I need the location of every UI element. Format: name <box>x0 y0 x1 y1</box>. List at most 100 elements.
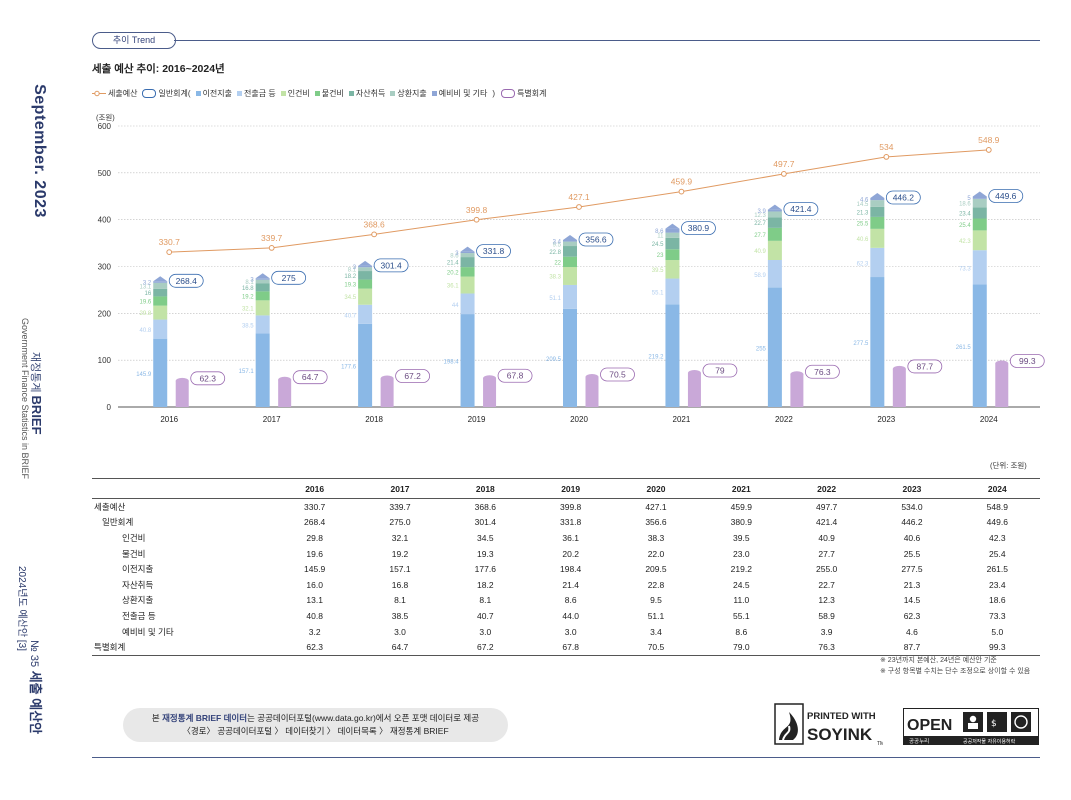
table-row: 세출예산 330.7 339.7 368.6 399.8 427.1 459.9 497.7 5… <box>92 499 1040 515</box>
segment-value-label: 3 <box>250 278 254 284</box>
segment-value-label: 3 <box>455 251 459 257</box>
table-cell: 58.9 <box>818 610 835 621</box>
legend-label-line: 세출예산 <box>108 89 138 98</box>
table-cell: 36.1 <box>562 532 579 543</box>
segment-value-label: 25.5 <box>857 221 869 227</box>
special-bar <box>175 380 189 407</box>
table-cell: 18.2 <box>477 579 494 590</box>
table-cell: 13.1 <box>306 595 323 606</box>
bar-segment <box>767 217 782 228</box>
table-cell: 177.6 <box>474 564 496 575</box>
segment-value-label: 22.7 <box>754 221 766 227</box>
table-cell: 99.3 <box>954 639 1040 656</box>
line-value-label: 339.7 <box>261 233 283 243</box>
bar-segment <box>767 287 782 407</box>
legend-swatch-icon <box>314 91 320 96</box>
bar-segment <box>972 284 987 407</box>
line-point <box>268 245 275 251</box>
x-tick-label: 2023 <box>877 415 895 424</box>
general-total-callout <box>373 258 409 273</box>
bar-segment <box>563 256 577 268</box>
table-cell: 16.0 <box>306 579 323 590</box>
legend-label-general: 일반회계( <box>158 89 191 98</box>
segment-value-label: 16.8 <box>242 286 254 292</box>
bar-segment <box>665 278 680 305</box>
legend-paren-close: ) <box>492 89 496 98</box>
y-axis-label: (조원) <box>96 113 115 122</box>
special-callout <box>190 371 226 386</box>
table-cell: 399.8 <box>560 501 582 512</box>
table-cell: 8.1 <box>394 595 406 606</box>
table-cell: 427.1 <box>645 501 667 512</box>
bar-cap <box>460 246 475 252</box>
svg-text:$: $ <box>991 719 997 729</box>
bar-segment <box>358 279 373 289</box>
legend-item: 예비비 및 기타 <box>431 88 487 99</box>
table-cell: 40.6 <box>903 532 921 543</box>
segment-value-label: 19.3 <box>344 283 356 289</box>
segment-value-label: 4.6 <box>860 198 869 204</box>
bar-cap <box>972 191 987 197</box>
bar-segment <box>665 304 680 407</box>
bar-segment <box>460 251 475 254</box>
table-cell: 23.4 <box>989 579 1006 590</box>
table-header-cell: 2023 <box>869 478 955 499</box>
x-tick-label: 2022 <box>775 415 793 424</box>
bar-segment <box>153 319 168 339</box>
x-tick-label: 2024 <box>980 415 998 424</box>
segment-value-label: 19.6 <box>140 300 152 306</box>
special-value-label: 62.3 <box>199 373 216 383</box>
special-bar-cap <box>892 365 906 372</box>
segment-value-label: 39.5 <box>652 268 664 274</box>
segment-value-label: 29.8 <box>140 311 152 317</box>
table-unit: (단위: 조원) <box>990 461 1027 470</box>
bar-cap <box>153 276 168 282</box>
general-total-callout <box>476 244 511 259</box>
special-callout <box>702 363 738 378</box>
y-tick-label: 400 <box>98 216 112 225</box>
table-row-label: 자산취득 <box>122 579 154 590</box>
x-tick-label: 2021 <box>673 415 691 424</box>
segment-value-label: 14.5 <box>857 202 869 208</box>
bar-segment <box>665 260 680 279</box>
bar-cap <box>358 260 373 266</box>
table-cell: 19.2 <box>391 548 409 559</box>
general-total-callout <box>168 273 204 288</box>
y-tick-label: 300 <box>98 263 112 272</box>
svg-text:TM: TM <box>877 741 883 746</box>
table-row: 물건비 19.6 19.2 19.3 20.2 22.0 23.0 27.7 25.5 25.4 <box>92 546 1040 562</box>
table-cell: 39.5 <box>733 532 750 543</box>
segment-value-label: 32.1 <box>242 306 254 312</box>
legend-label: 상환지출 <box>397 89 427 98</box>
special-bar <box>995 363 1009 407</box>
table-row: 특별회계 62.3 64.7 67.2 67.8 70.5 79.0 76.3 87.7 99.3 <box>92 639 1040 656</box>
table-cell: 268.4 <box>304 517 326 528</box>
bar-segment <box>255 283 270 292</box>
general-total-callout <box>578 232 614 247</box>
svg-text:SOYINK: SOYINK <box>807 725 873 744</box>
table-row: 일반회계 268.4 275.0 301.4 331.8 356.6 380.9 421.4 4… <box>92 515 1040 531</box>
special-callout <box>600 367 635 382</box>
table-cell: 3.9 <box>820 626 833 637</box>
bar-segment <box>563 241 577 247</box>
special-value-label: 87.7 <box>917 361 934 371</box>
special-bar-cap <box>483 375 497 382</box>
legend-item: 이전지출 <box>195 88 232 99</box>
segment-value-label: 19.2 <box>242 294 254 300</box>
segment-value-label: 22 <box>554 260 561 266</box>
table-cell: 3.0 <box>394 626 406 637</box>
general-total-callout <box>885 190 921 205</box>
svg-text:공공저작물 자유이용허락: 공공저작물 자유이용허락 <box>963 738 1016 745</box>
bar-cap <box>870 192 885 198</box>
bar-segment <box>563 308 577 407</box>
segment-value-label: 198.4 <box>444 360 460 366</box>
bar-segment <box>563 284 577 309</box>
bar-segment <box>972 230 987 251</box>
legend-label: 인건비 <box>287 89 310 98</box>
table-header-cell: 2024 <box>954 478 1040 499</box>
special-bar <box>687 373 701 407</box>
banner-path: 〈경로〉 공공데이터포털 〉 데이터찾기 〉 데이터목록 〉 재정통계 BRIE… <box>182 726 449 736</box>
table-header-cell: 2022 <box>783 478 870 499</box>
table-cell: 40.8 <box>306 610 323 621</box>
table-cell: 368.6 <box>474 501 496 512</box>
